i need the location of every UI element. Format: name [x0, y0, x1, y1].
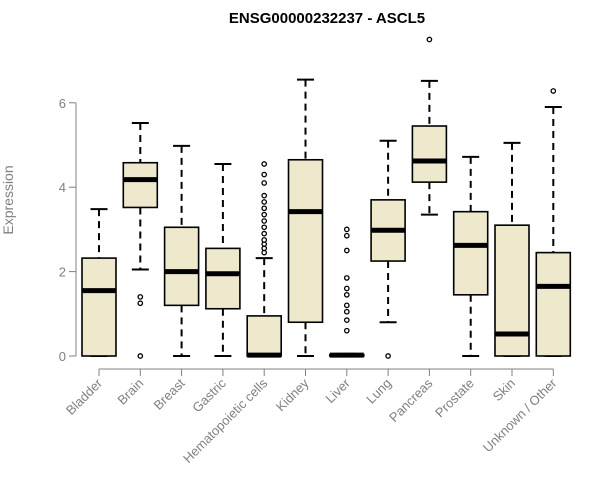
x-tick-label: Unknown / Other — [480, 375, 560, 455]
y-tick-label: 0 — [59, 349, 66, 364]
outlier-point — [261, 205, 268, 212]
box-prostate — [452, 155, 489, 357]
outlier-point — [550, 88, 557, 94]
x-tick-label: Brain — [114, 376, 146, 408]
x-tick-label: Liver — [322, 375, 353, 406]
outlier-point — [385, 353, 391, 359]
iqr-box — [452, 210, 489, 296]
boxes-group — [81, 36, 572, 359]
x-tick-label: Kidney — [273, 375, 312, 414]
iqr-box — [287, 158, 324, 324]
chart-title: ENSG00000232237 - ASCL5 — [229, 10, 425, 27]
box-kidney — [287, 78, 324, 357]
outlier-point — [261, 211, 268, 218]
box-lung — [370, 139, 406, 359]
box-liver — [328, 226, 365, 358]
outlier-point — [343, 327, 350, 334]
x-tick-label: Pancreas — [386, 375, 436, 425]
x-tick-label: Breast — [151, 375, 188, 412]
outlier-point — [261, 199, 268, 205]
outlier-point — [343, 247, 350, 254]
outlier-point — [261, 161, 268, 167]
box-bladder — [81, 208, 117, 357]
box-breast — [163, 144, 200, 357]
x-tick-label: Lung — [363, 376, 394, 407]
box-gastric — [205, 162, 241, 357]
outlier-point — [343, 302, 350, 309]
outlier-point — [261, 171, 268, 178]
outlier-point — [343, 226, 350, 233]
box-unknown-other — [535, 88, 572, 357]
y-axis-label: Expression — [0, 165, 16, 234]
box-brain — [122, 122, 159, 359]
iqr-box — [411, 125, 448, 183]
outlier-point — [343, 291, 350, 298]
x-tick-label: Bladder — [63, 375, 106, 418]
outlier-point — [137, 300, 144, 307]
y-tick-label: 4 — [59, 180, 66, 195]
box-hematopoietic-cells — [246, 161, 282, 358]
outlier-point — [261, 224, 268, 231]
outlier-point — [137, 294, 144, 300]
iqr-box — [246, 315, 282, 357]
outlier-point — [261, 192, 268, 199]
outlier-point — [343, 285, 350, 292]
outlier-point — [343, 275, 350, 281]
y-tick-label: 2 — [59, 265, 66, 280]
outlier-point — [343, 232, 350, 239]
outlier-point — [343, 317, 350, 323]
iqr-box — [205, 247, 241, 310]
outlier-point — [137, 353, 144, 359]
box-skin — [494, 141, 530, 357]
outlier-point — [426, 36, 433, 43]
iqr-box — [81, 257, 117, 357]
box-pancreas — [411, 36, 448, 216]
x-tick-label: Gastric — [189, 375, 229, 415]
x-tick-label: Skin — [490, 376, 518, 404]
iqr-box — [535, 251, 572, 357]
y-axis: 0 2 4 6 — [59, 96, 77, 364]
iqr-box — [163, 226, 200, 307]
outlier-point — [261, 237, 268, 243]
y-tick-label: 6 — [59, 96, 66, 111]
outlier-point — [261, 218, 268, 224]
outlier-point — [261, 230, 268, 237]
outlier-point — [343, 308, 350, 315]
outlier-point — [261, 180, 268, 186]
x-tick-label: Prostate — [432, 376, 477, 421]
iqr-box — [122, 161, 159, 209]
